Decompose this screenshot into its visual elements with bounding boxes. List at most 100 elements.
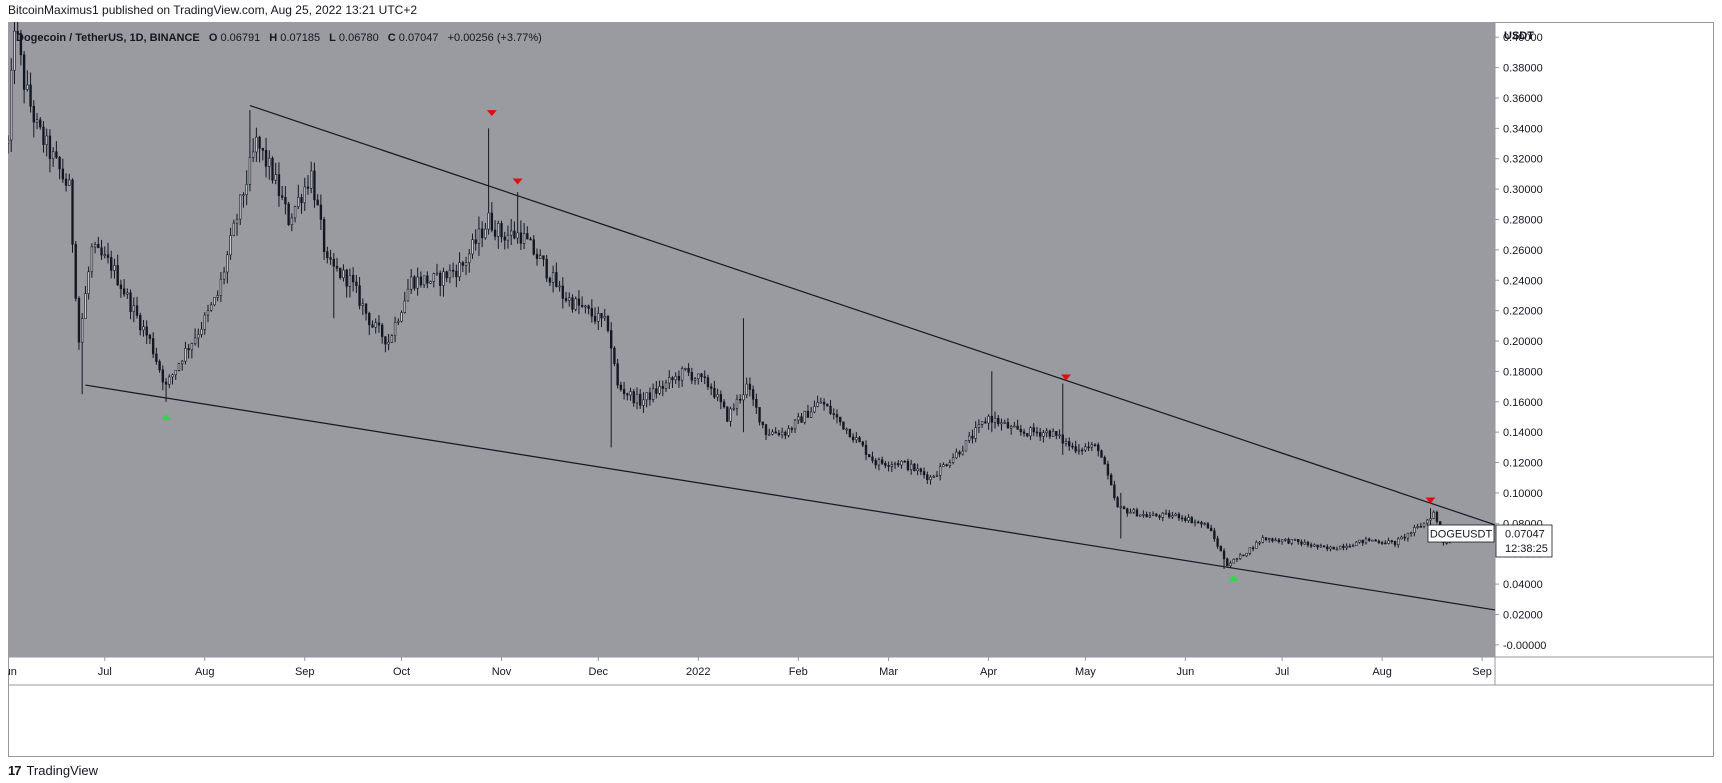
candle-body [1384, 542, 1387, 545]
legend-close-label: C [388, 32, 396, 44]
candle-body [1077, 449, 1081, 452]
candle-body [651, 388, 655, 400]
candle-body [1319, 545, 1323, 548]
candle-body [435, 272, 439, 275]
candle-body [835, 414, 839, 418]
candle-body [871, 456, 874, 461]
candle-body [984, 421, 987, 424]
candle-body [929, 476, 932, 481]
candle-body [1042, 432, 1045, 437]
support-trendline[interactable] [85, 384, 1496, 611]
candle-body [81, 318, 84, 343]
candle-body [1309, 544, 1313, 547]
candle-body [339, 267, 342, 279]
candle-body [584, 305, 587, 308]
candle-body [1000, 422, 1003, 425]
candle-body [597, 313, 600, 322]
candle-body [819, 401, 823, 404]
candle-body [1322, 545, 1326, 548]
candle-body [164, 381, 168, 385]
candle-body [48, 135, 52, 160]
candle-body [593, 315, 597, 322]
x-tick-label: Apr [980, 666, 997, 678]
candle-body [897, 463, 900, 466]
candle-body [839, 416, 842, 423]
candle-body [877, 459, 881, 466]
candle-body [203, 314, 206, 330]
buy-arrow-icon [1228, 575, 1239, 582]
candle-body [826, 403, 829, 407]
x-tick-label: Sep [295, 666, 315, 678]
candle-body [726, 406, 729, 422]
candle-body [316, 199, 319, 206]
candle-body [419, 276, 423, 286]
candle-body [200, 329, 203, 335]
candle-body [287, 203, 290, 226]
candle-body [893, 463, 897, 465]
candle-body [458, 262, 461, 278]
candle-body [1071, 445, 1074, 448]
candle-body [1216, 538, 1219, 547]
time-axis[interactable]: Jun Jul Aug Sep Oct Nov Dec 2022 Feb Mar Apr May Jun… [8, 657, 1492, 678]
y-tick-label: 0.22000 [1503, 306, 1543, 318]
candle-body [519, 232, 523, 244]
candle-body [1206, 523, 1210, 529]
x-tick-label: May [1075, 666, 1096, 678]
price-axis[interactable]: 0.40000 0.38000 0.36000 0.34000 0.32000 0.300… [1495, 32, 1546, 652]
candle-body [484, 228, 487, 239]
candle-body [193, 337, 197, 344]
candle-body [1361, 539, 1364, 544]
y-tick-label: 0.14000 [1503, 427, 1543, 439]
candle-body [787, 428, 790, 436]
candle-body [342, 269, 345, 279]
candle-body [468, 253, 471, 263]
candle-body [609, 330, 613, 349]
candle-body [664, 382, 668, 389]
sell-arrow-icon [1425, 497, 1436, 504]
candle-body [951, 457, 955, 464]
resistance-trendline[interactable] [249, 104, 1496, 526]
candle-body [606, 316, 610, 331]
candle-body [535, 253, 539, 259]
candle-body [487, 212, 490, 230]
candle-body [300, 197, 303, 204]
candle-body [655, 388, 658, 394]
candle-body [1393, 540, 1397, 546]
trendlines-group [85, 104, 1496, 611]
candle-body [777, 432, 781, 436]
y-tick-label: -0.00000 [1503, 640, 1546, 652]
y-tick-label: 0.16000 [1503, 397, 1543, 409]
candle-body [1168, 512, 1171, 518]
candle-body [284, 197, 287, 205]
candle-body [1274, 539, 1277, 542]
y-tick-label: 0.20000 [1503, 336, 1543, 348]
candle-body [180, 360, 184, 364]
candle-body [1380, 542, 1384, 544]
candle-body [629, 391, 632, 396]
candle-body [422, 275, 426, 286]
candle-body [264, 149, 268, 167]
candle-body [77, 297, 81, 343]
currency-label: USDT [1504, 30, 1534, 42]
candle-body [1422, 522, 1426, 527]
candle-body [87, 271, 90, 294]
candle-body [1416, 526, 1419, 528]
candle-body [348, 274, 352, 287]
candle-body [990, 415, 993, 423]
candle-body [1303, 542, 1306, 545]
candle-body [1138, 514, 1142, 517]
candle-body [400, 312, 403, 322]
candle-body [603, 316, 606, 319]
price-chart[interactable]: 0.40000 0.38000 0.36000 0.34000 0.32000 0.300… [8, 22, 1714, 757]
candle-body [587, 305, 590, 309]
candle-body [355, 281, 358, 286]
legend-open-value: 0.06791 [220, 32, 260, 44]
plot-area[interactable] [8, 22, 1495, 657]
candle-body [1045, 430, 1048, 434]
price-tag[interactable]: DOGEUSDT 0.07047 12:38:25 [1427, 524, 1553, 558]
candle-body [790, 428, 794, 430]
candle-body [922, 471, 926, 476]
publisher-line: BitcoinMaximus1 published on TradingView… [8, 3, 418, 17]
footer: 17 TradingView [8, 760, 98, 780]
candle-body [174, 369, 177, 375]
